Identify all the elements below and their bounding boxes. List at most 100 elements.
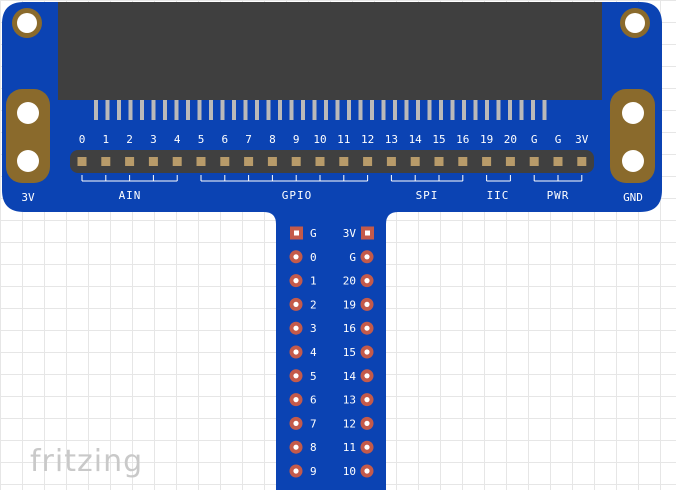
header-pin-label: 1 bbox=[102, 133, 109, 146]
connector-finger bbox=[197, 100, 202, 120]
group-brackets bbox=[81, 175, 583, 182]
breakout-left-label: 0 bbox=[310, 251, 317, 264]
connector-finger bbox=[312, 100, 317, 120]
header-pin bbox=[553, 157, 563, 166]
breakout-right-label: 12 bbox=[343, 417, 356, 430]
connector-finger bbox=[439, 100, 443, 120]
breakout-pad-hole bbox=[365, 230, 370, 236]
breakout-left-label: 6 bbox=[310, 394, 317, 407]
breakout-right-label: 3V bbox=[343, 227, 357, 240]
header-pin-label: 6 bbox=[221, 133, 228, 146]
header-pin bbox=[410, 157, 420, 166]
breakout-pad-hole bbox=[293, 397, 299, 403]
breakout-pad-hole bbox=[364, 349, 370, 355]
connector-finger bbox=[94, 100, 98, 120]
left-pad-label: 3V bbox=[21, 191, 35, 204]
breakout-pad-hole bbox=[293, 301, 299, 307]
header-pin bbox=[196, 157, 206, 166]
breakout-pad-hole bbox=[293, 325, 299, 331]
header-pin bbox=[505, 157, 515, 166]
connector-finger bbox=[243, 100, 248, 120]
header-pin bbox=[434, 157, 444, 166]
header-pin-label: 5 bbox=[198, 133, 205, 146]
header-pin-label: 11 bbox=[337, 133, 350, 146]
header-pin-label: 8 bbox=[269, 133, 276, 146]
header-pin bbox=[125, 157, 135, 166]
breakout-left-label: 7 bbox=[310, 417, 317, 430]
header-pin bbox=[244, 157, 254, 166]
header-pin-label: 13 bbox=[385, 133, 398, 146]
group-label-gpio: GPIO bbox=[282, 189, 313, 202]
connector-finger bbox=[117, 100, 121, 120]
connector-finger bbox=[128, 100, 133, 120]
mounting-hole-top-right bbox=[620, 8, 650, 38]
breakout-pad-hole bbox=[364, 444, 370, 450]
right-pad-label: GND bbox=[623, 191, 643, 204]
connector-finger bbox=[462, 100, 466, 120]
header-pin bbox=[172, 157, 182, 166]
header-pin-label: 19 bbox=[480, 133, 493, 146]
header-pin bbox=[458, 157, 468, 166]
header-pin-label: 12 bbox=[361, 133, 374, 146]
breakout-right-label: G bbox=[349, 251, 356, 264]
header-pin bbox=[291, 157, 301, 166]
breakout-pad-hole bbox=[364, 420, 370, 426]
breakout-left-label: 4 bbox=[310, 346, 317, 359]
connector-finger bbox=[381, 100, 386, 120]
header-pin bbox=[101, 157, 111, 166]
header-pin-label: G bbox=[531, 133, 538, 146]
connector-finger bbox=[301, 100, 305, 120]
header-pin bbox=[482, 157, 492, 166]
pin-header-pins bbox=[77, 157, 587, 166]
header-pin-label: 2 bbox=[126, 133, 133, 146]
breakout-left-label: 9 bbox=[310, 465, 317, 478]
breakout-pad-hole bbox=[364, 397, 370, 403]
connector-finger bbox=[232, 100, 236, 120]
mounting-hole-top-left bbox=[12, 8, 42, 38]
connector-finger bbox=[335, 100, 340, 120]
breakout-pad-hole bbox=[364, 278, 370, 284]
breakout-pad-hole bbox=[293, 254, 299, 260]
breakout-pad-hole bbox=[293, 420, 299, 426]
header-pin bbox=[148, 157, 158, 166]
breakout-right-label: 19 bbox=[343, 298, 356, 311]
breakout-left-label: 8 bbox=[310, 441, 317, 454]
connector-finger bbox=[220, 100, 225, 120]
connector-finger bbox=[278, 100, 282, 120]
header-pin bbox=[363, 157, 373, 166]
breakout-left-label: G bbox=[310, 227, 317, 240]
connector-finger bbox=[416, 100, 420, 120]
breakout-right-label: 15 bbox=[343, 346, 356, 359]
connector-finger bbox=[255, 100, 259, 120]
header-pin bbox=[577, 157, 587, 166]
breakout-right-label: 13 bbox=[343, 394, 356, 407]
connector-finger bbox=[485, 100, 489, 120]
header-pin-label: 0 bbox=[79, 133, 86, 146]
header-pin-label: G bbox=[555, 133, 562, 146]
breakout-pad-hole bbox=[364, 468, 370, 474]
header-pin bbox=[77, 157, 87, 166]
connector-finger bbox=[393, 100, 397, 120]
connector-finger bbox=[209, 100, 213, 120]
connector-finger bbox=[347, 100, 351, 120]
header-pin-label: 3V bbox=[575, 133, 589, 146]
breakout-right-label: 14 bbox=[343, 370, 357, 383]
header-pin bbox=[386, 157, 396, 166]
breakout-right-pads bbox=[360, 226, 374, 478]
connector-finger bbox=[105, 100, 110, 120]
edge-connector-body bbox=[58, 2, 602, 100]
breakout-right-label: 10 bbox=[343, 465, 356, 478]
breakout-right-label: 11 bbox=[343, 441, 356, 454]
connector-finger bbox=[324, 100, 328, 120]
breakout-right-label: 20 bbox=[343, 275, 356, 288]
header-pin bbox=[339, 157, 349, 166]
header-pin-label: 15 bbox=[432, 133, 445, 146]
group-label-iic: IIC bbox=[487, 189, 510, 202]
breakout-left-label: 5 bbox=[310, 370, 317, 383]
header-pin-label: 20 bbox=[504, 133, 517, 146]
connector-finger bbox=[140, 100, 144, 120]
breakout-pad-hole bbox=[364, 325, 370, 331]
fritzing-logo: fritzing bbox=[30, 444, 144, 479]
pin-header-labels: 0 1 2 3 4 5 6 7 8 9 10 11 12 13 14 15 16 19 20 G G 3V bbox=[79, 133, 589, 146]
connector-finger bbox=[531, 100, 535, 120]
